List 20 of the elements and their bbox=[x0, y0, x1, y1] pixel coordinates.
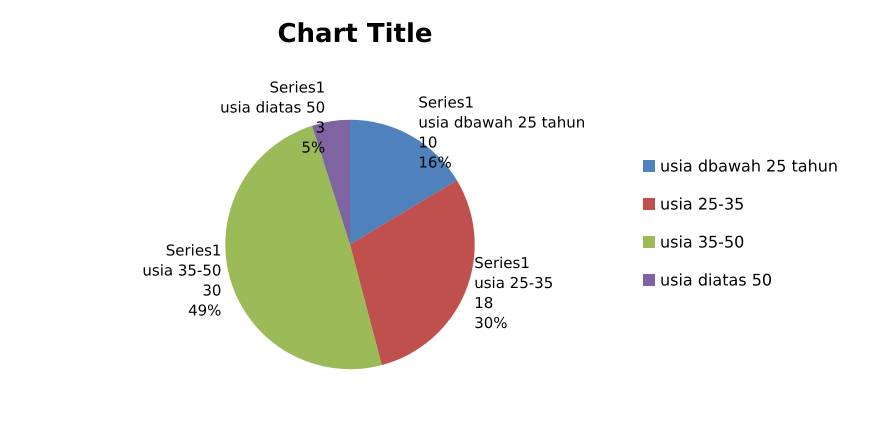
data-label: 18 bbox=[474, 294, 494, 312]
text: Series1 bbox=[418, 93, 474, 112]
text: 5% bbox=[301, 138, 326, 156]
data-label: 10 bbox=[418, 133, 438, 152]
slice-label: usia dbawah 25 tahun bbox=[418, 113, 586, 132]
text: 30% bbox=[474, 314, 508, 332]
legend-label: usia dbawah 25 tahun bbox=[660, 156, 838, 176]
legend-label: usia 35-50 bbox=[660, 232, 744, 252]
slice-label: usia diatas 50 bbox=[220, 98, 326, 116]
slice-label: usia 35-50 bbox=[142, 261, 222, 280]
legend-label: usia 25-35 bbox=[660, 194, 744, 214]
legend-label: usia diatas 50 bbox=[660, 270, 772, 290]
slice-label: usia 25-35 bbox=[474, 274, 554, 292]
text: 49% bbox=[188, 301, 222, 320]
data-label: 30 bbox=[202, 281, 222, 300]
chart-title: Chart Title bbox=[277, 19, 433, 49]
data-label: 3 bbox=[316, 118, 326, 136]
slice-label: Series1 bbox=[474, 254, 530, 272]
text: Series1 bbox=[270, 78, 326, 96]
text: Series1 bbox=[166, 241, 222, 260]
